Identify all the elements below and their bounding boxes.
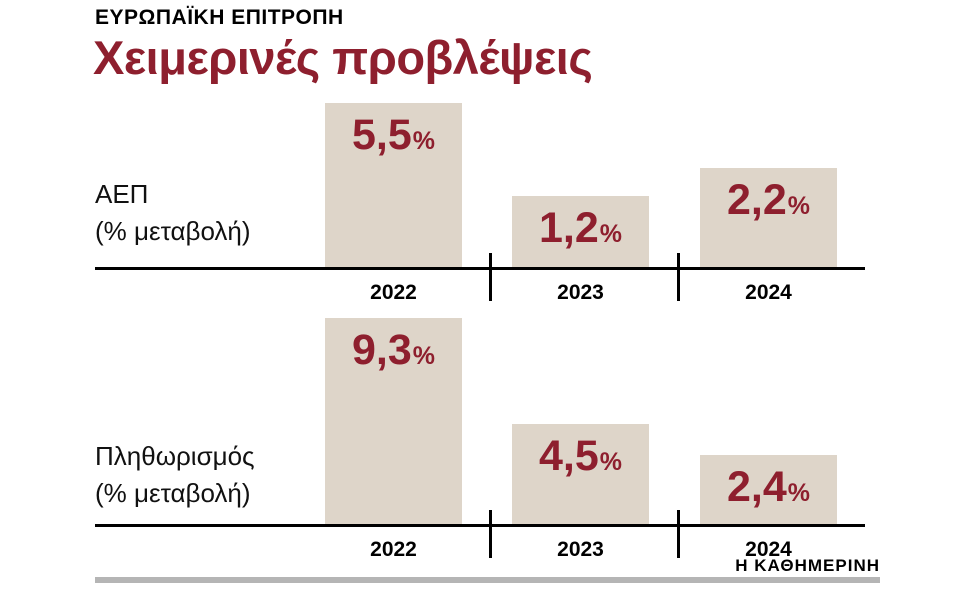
bar-gdp-2023: 1,2%	[512, 196, 649, 268]
bar-inflation-2023: 4,5%	[512, 424, 649, 525]
chart-gdp-title: ΑΕΠ	[95, 179, 149, 209]
bar-gdp-2024: 2,2%	[700, 168, 837, 268]
footer-divider	[95, 577, 880, 583]
year-labels-inflation: 2022 2023 2024	[0, 538, 960, 564]
page-title: Χειμερινές προβλέψεις	[93, 31, 593, 84]
value-number: 9,3	[351, 326, 412, 374]
value-label-gdp-2024: 2,2%	[727, 168, 810, 222]
chart-gdp-label: ΑΕΠ (% μεταβολή)	[95, 176, 251, 250]
kicker-text: ΕΥΡΩΠΑΪΚΗ ΕΠΙΤΡΟΠΗ	[95, 6, 344, 29]
axis-line-gdp	[95, 267, 865, 270]
percent-sign: %	[412, 342, 435, 370]
bar-inflation-2022: 9,3%	[325, 318, 462, 525]
value-label-inflation-2024: 2,4%	[727, 455, 810, 509]
value-number: 5,5	[351, 111, 412, 159]
year-label: 2022	[370, 281, 417, 304]
year-label: 2022	[370, 538, 417, 561]
percent-sign: %	[412, 127, 435, 155]
value-number: 4,5	[538, 432, 599, 480]
value-label-inflation-2022: 9,3%	[352, 318, 435, 372]
axis-tick-inflation-right	[677, 510, 680, 558]
year-label: 2024	[745, 281, 792, 304]
chart-inflation-bars: 9,3% 4,5% 2,4%	[95, 315, 865, 525]
year-label: 2024	[745, 538, 792, 561]
bar-inflation-2024: 2,4%	[700, 455, 837, 525]
axis-tick-inflation-left	[489, 510, 492, 558]
axis-tick-gdp-left	[489, 253, 492, 301]
chart-inflation-label: Πληθωρισμός (% μεταβολή)	[95, 438, 255, 512]
year-label: 2023	[557, 538, 604, 561]
value-label-gdp-2023: 1,2%	[539, 196, 622, 250]
chart-gdp-bars: 5,5% 1,2% 2,2%	[95, 100, 865, 268]
percent-sign: %	[787, 192, 810, 220]
chart-inflation-title: Πληθωρισμός	[95, 441, 255, 471]
value-label-inflation-2023: 4,5%	[539, 424, 622, 478]
percent-sign: %	[599, 220, 622, 248]
percent-sign: %	[787, 479, 810, 507]
bar-gdp-2022: 5,5%	[325, 103, 462, 268]
publisher-logo-text: Η ΚΑΘΗΜΕΡΙΝΗ	[735, 556, 880, 575]
axis-tick-gdp-right	[677, 253, 680, 301]
value-number: 2,2	[726, 176, 787, 224]
value-label-gdp-2022: 5,5%	[352, 103, 435, 157]
chart-gdp-subtitle: (% μεταβολή)	[95, 216, 251, 246]
value-number: 2,4	[726, 463, 787, 511]
axis-line-inflation	[95, 524, 865, 527]
year-labels-gdp: 2022 2023 2024	[0, 281, 960, 307]
chart-inflation-subtitle: (% μεταβολή)	[95, 478, 251, 508]
value-number: 1,2	[538, 204, 599, 252]
percent-sign: %	[599, 448, 622, 476]
year-label: 2023	[557, 281, 604, 304]
